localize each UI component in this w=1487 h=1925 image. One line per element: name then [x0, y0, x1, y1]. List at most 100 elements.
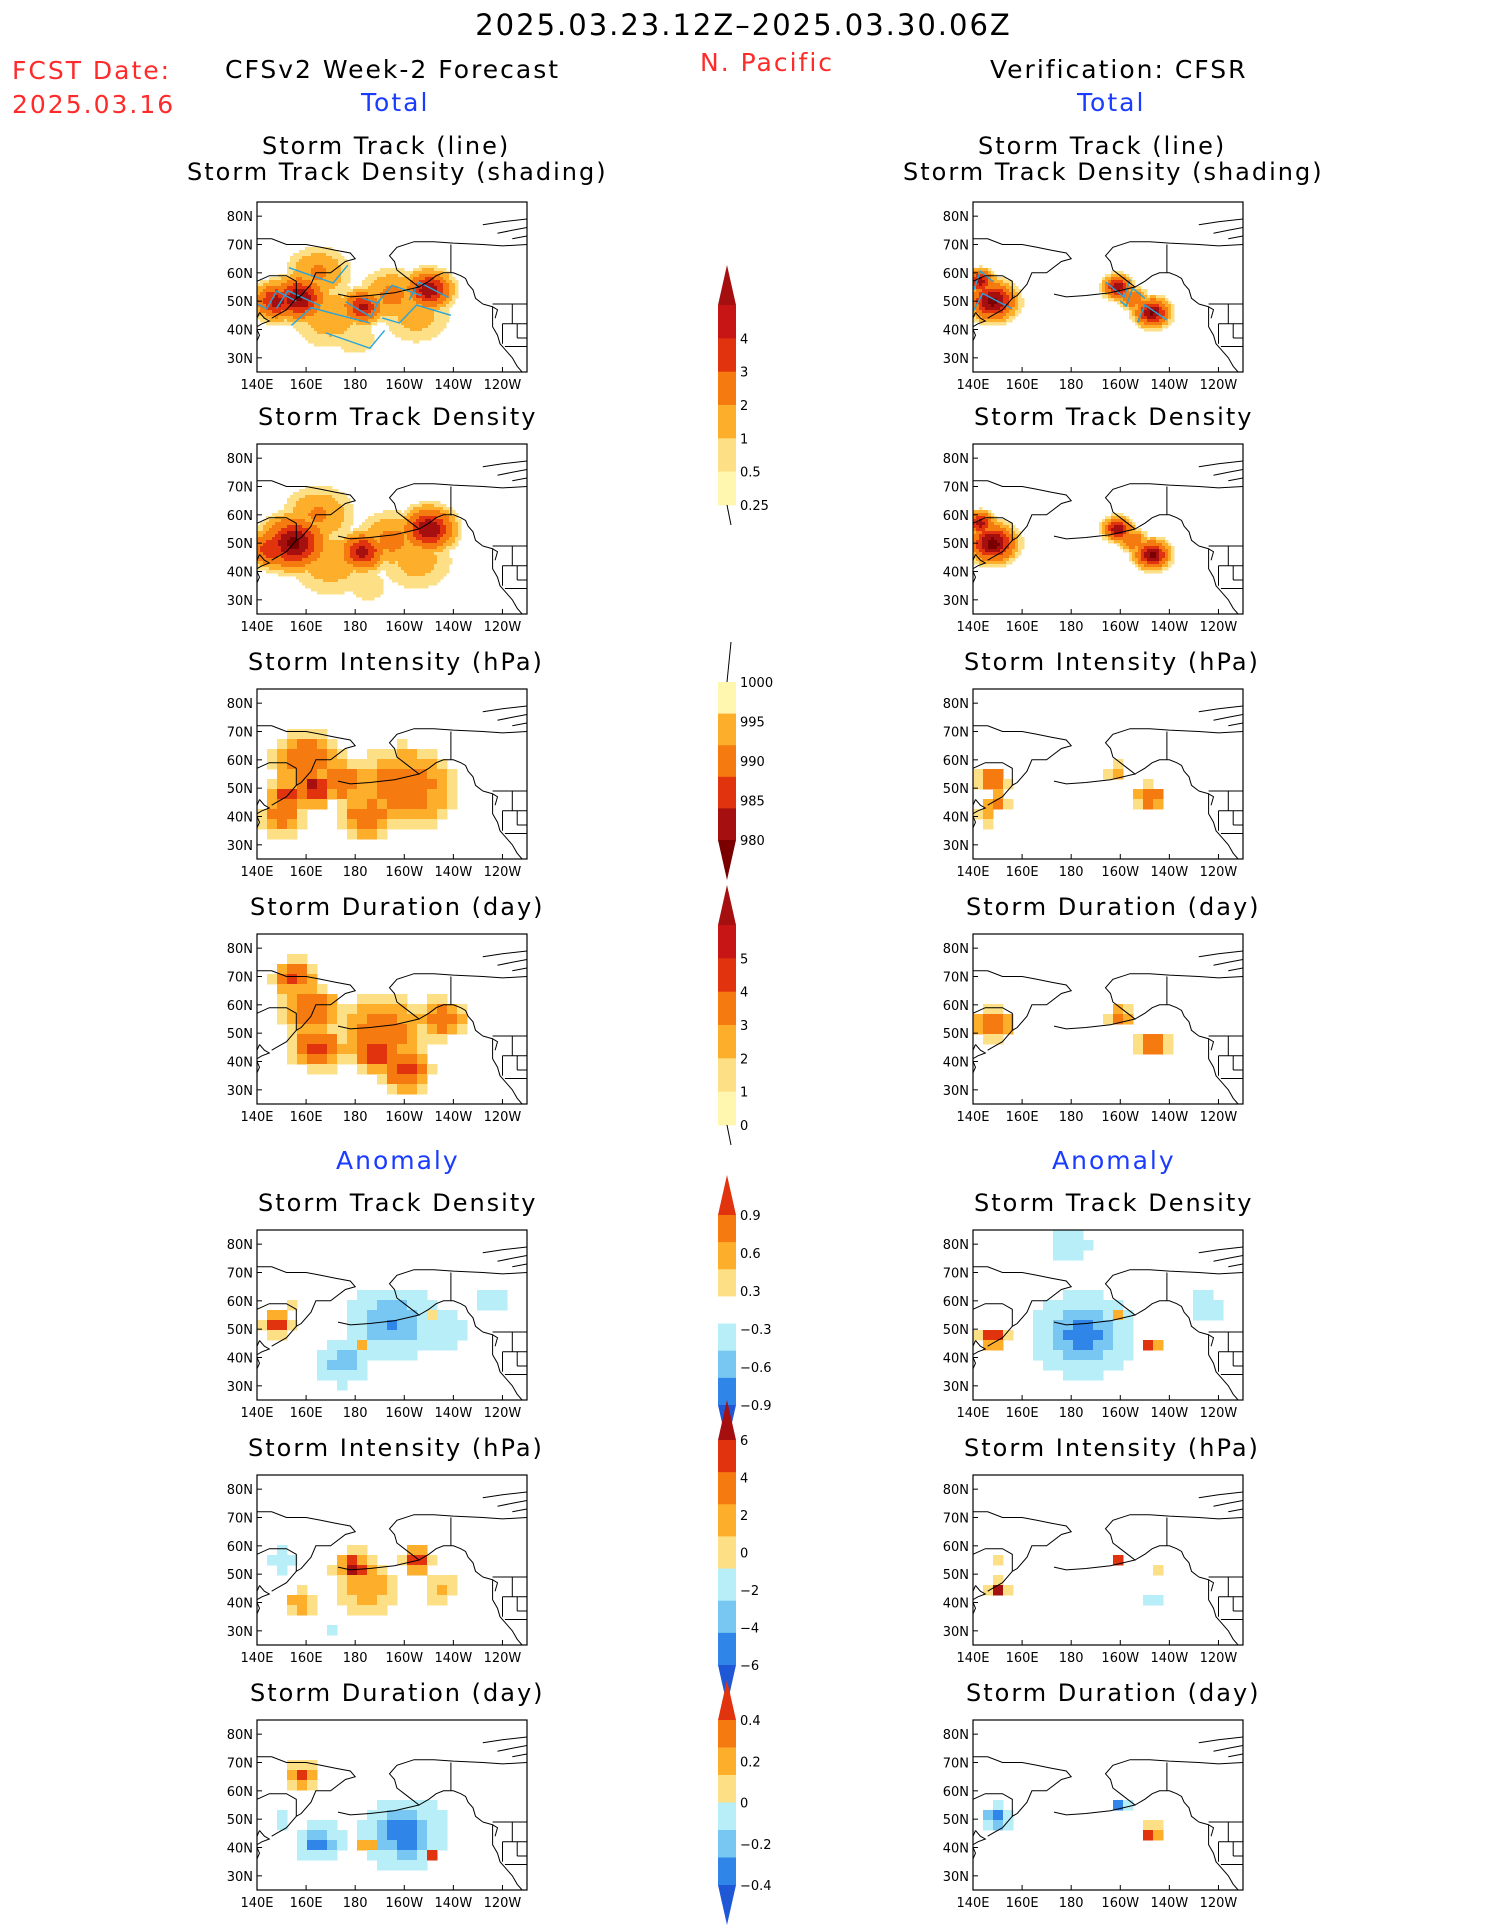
shading-cell	[323, 558, 327, 562]
shading-cell	[416, 337, 420, 341]
shading-cell	[311, 552, 315, 556]
shading-cell	[368, 286, 372, 290]
shading-cell	[407, 328, 411, 332]
shading-cell	[994, 528, 998, 532]
shading-cell	[1138, 552, 1142, 556]
shading-cell	[326, 492, 330, 496]
shading-cell	[425, 531, 429, 535]
shading-cell	[1021, 546, 1025, 550]
shading-cell	[440, 537, 444, 541]
shading-cell	[263, 286, 267, 290]
shading-cell	[299, 286, 303, 290]
shading-cell	[350, 310, 354, 314]
shading-cell	[407, 292, 411, 296]
shading-cell	[1015, 301, 1019, 305]
shading-cell	[281, 567, 285, 571]
shading-cell	[284, 573, 288, 577]
shading-cell	[431, 295, 435, 299]
shading-cell	[997, 307, 1001, 311]
shading-cell	[401, 280, 405, 284]
shading-cell	[988, 268, 992, 272]
shading-cell	[993, 789, 1004, 800]
shading-cell	[338, 328, 342, 332]
shading-cell	[1000, 295, 1004, 299]
shading-cell	[1012, 298, 1016, 302]
shading-cell	[1138, 304, 1142, 308]
shading-cell	[976, 522, 980, 526]
shading-cell	[976, 292, 980, 296]
shading-cell	[305, 516, 309, 520]
shading-cell	[417, 1034, 428, 1045]
shading-cell	[1111, 271, 1115, 275]
shading-cell	[997, 543, 1001, 547]
shading-cell	[311, 325, 315, 329]
shading-cell	[1138, 313, 1142, 317]
shading-cell	[1171, 307, 1175, 311]
shading-cell	[277, 829, 288, 840]
shading-cell	[422, 528, 426, 532]
shading-cell	[416, 295, 420, 299]
shading-cell	[367, 749, 378, 760]
shading-cell	[422, 292, 426, 296]
shading-cell	[335, 549, 339, 553]
shading-cell	[976, 525, 980, 529]
shading-cell	[278, 531, 282, 535]
shading-cell	[308, 519, 312, 523]
shading-cell	[311, 588, 315, 592]
shading-cell	[329, 546, 333, 550]
shading-cell	[377, 819, 388, 830]
shading-cell	[269, 543, 273, 547]
shading-cell	[1113, 769, 1124, 780]
shading-cell	[1138, 301, 1142, 305]
shading-cell	[1129, 304, 1133, 308]
shading-cell	[368, 301, 372, 305]
shading-cell	[299, 304, 303, 308]
shading-cell	[410, 546, 414, 550]
shading-cell	[308, 513, 312, 517]
shading-cell	[1165, 325, 1169, 329]
shading-cell	[1120, 546, 1124, 550]
shading-cell	[413, 513, 417, 517]
shading-cell	[287, 809, 298, 820]
shading-cell	[422, 558, 426, 562]
shading-cell	[317, 570, 321, 574]
shading-cell	[311, 271, 315, 275]
shading-cell	[311, 310, 315, 314]
shading-cell	[314, 277, 318, 281]
shading-cell	[311, 567, 315, 571]
shading-cell	[374, 552, 378, 556]
shading-cell	[296, 265, 300, 269]
shading-cell	[344, 262, 348, 266]
shading-cell	[347, 268, 351, 272]
shading-cell	[431, 552, 435, 556]
shading-cell	[362, 283, 366, 287]
shading-cell	[425, 265, 429, 269]
shading-cell	[278, 513, 282, 517]
shading-cell	[434, 280, 438, 284]
shading-cell	[260, 528, 264, 532]
shading-cell	[296, 519, 300, 523]
shading-cell	[389, 531, 393, 535]
shading-cell	[1012, 531, 1016, 535]
shading-cell	[398, 555, 402, 559]
shading-cell	[1012, 546, 1016, 550]
shading-cell	[1114, 528, 1118, 532]
shading-cell	[389, 289, 393, 293]
y-tick-label: 70N	[227, 726, 253, 741]
shading-cell	[997, 525, 1001, 529]
shading-cell	[410, 507, 414, 511]
shading-cell	[994, 289, 998, 293]
shading-cell	[395, 519, 399, 523]
shading-cell	[308, 256, 312, 260]
shading-cell	[1012, 304, 1016, 308]
shading-cell	[395, 555, 399, 559]
shading-cell	[1120, 519, 1124, 523]
shading-cell	[1102, 283, 1106, 287]
storm-track-line	[290, 306, 371, 327]
shading-cell	[1171, 313, 1175, 317]
shading-cell	[1108, 298, 1112, 302]
shading-cell	[305, 250, 309, 254]
shading-cell	[266, 531, 270, 535]
shading-cell	[416, 570, 420, 574]
shading-cell	[317, 516, 321, 520]
